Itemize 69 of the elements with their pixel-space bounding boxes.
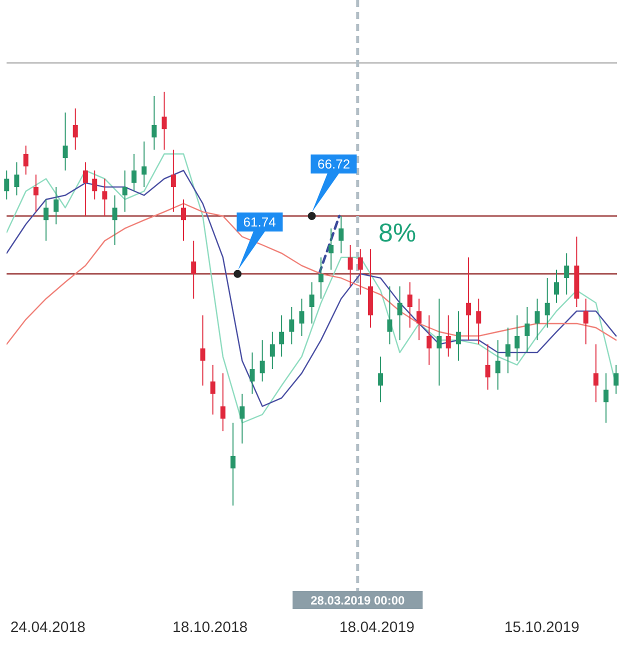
annotation: 66.72 — [310, 154, 358, 174]
candlestick — [544, 278, 550, 328]
candlestick — [240, 393, 245, 444]
candlestick — [485, 344, 490, 390]
candlestick — [338, 215, 344, 254]
candlestick — [289, 306, 294, 345]
candlestick — [564, 252, 570, 296]
candlestick — [23, 145, 28, 176]
candlestick — [181, 198, 186, 242]
x-tick-label: 18.04.2019 — [339, 619, 414, 636]
candlestick — [162, 91, 167, 150]
candlestick — [14, 162, 20, 196]
candlestick — [210, 364, 216, 416]
annotation: 61.74 — [236, 212, 283, 232]
candlestick — [44, 198, 49, 242]
candlestick — [614, 364, 619, 394]
candlestick — [191, 240, 196, 300]
candlestick — [309, 282, 314, 324]
candlestick — [318, 256, 324, 300]
candlestick — [102, 178, 108, 216]
candlestick — [4, 170, 10, 200]
candlestick — [33, 174, 38, 212]
candlestick — [407, 282, 412, 328]
candlestick — [200, 314, 206, 386]
candlestick — [112, 194, 118, 246]
candlestick — [604, 372, 609, 424]
candlestick — [387, 286, 392, 345]
candlestick — [152, 96, 157, 150]
candlestick — [122, 170, 128, 212]
candlestick — [270, 331, 275, 370]
candlestick — [358, 248, 363, 296]
candlestick — [436, 298, 442, 386]
candlestick — [170, 149, 176, 212]
candlestick — [230, 422, 236, 506]
candlestick — [348, 244, 353, 287]
candlestick — [505, 327, 510, 374]
candlestick — [260, 340, 265, 382]
candlestick — [416, 298, 422, 341]
candlestick — [250, 352, 255, 394]
candlestick — [328, 228, 334, 270]
candlestick — [299, 298, 304, 336]
candlestick — [92, 170, 98, 200]
candlestick — [82, 162, 88, 216]
x-tick-label: 18.10.2018 — [172, 619, 248, 636]
candlestick — [476, 298, 482, 345]
candlestick — [524, 306, 530, 354]
candlestick — [534, 298, 540, 341]
candlestick — [132, 153, 137, 192]
candlestick — [378, 356, 384, 403]
annotation: 8% — [378, 218, 416, 248]
candlestick — [554, 269, 560, 304]
ref-line-label: 28.03.2019 00:00 — [310, 593, 406, 608]
candlestick — [593, 344, 598, 403]
candlestick — [142, 141, 147, 188]
x-tick-label: 24.04.2018 — [10, 619, 86, 636]
candlestick — [514, 314, 520, 362]
candlestick — [456, 310, 461, 362]
candlestick — [279, 314, 284, 358]
candlestick — [583, 298, 588, 345]
candlestick — [446, 314, 451, 358]
candlestick — [220, 372, 226, 432]
candlestick — [466, 256, 472, 341]
candlestick — [72, 108, 78, 150]
x-tick-label: 15.10.2019 — [504, 619, 580, 636]
candlestick — [54, 186, 59, 225]
candlestick — [397, 286, 402, 341]
candlestick — [62, 112, 68, 171]
candlestick — [426, 314, 432, 366]
candlestick — [495, 340, 500, 390]
